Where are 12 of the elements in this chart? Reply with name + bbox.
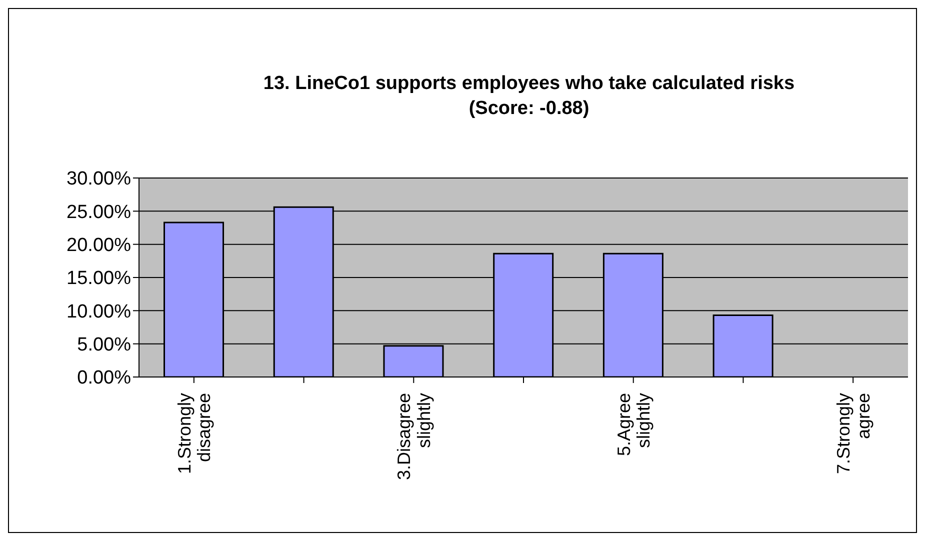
y-tick-label: 10.00% — [66, 301, 132, 322]
y-tick-label: 0.00% — [77, 368, 132, 389]
y-tick-label: 25.00% — [66, 202, 132, 223]
chart-title: 13. LineCo1 supports employees who take calculated risks (Score: -0.88) — [262, 72, 796, 121]
x-tick-label: 5.Agree slightly — [614, 393, 654, 456]
y-tick-label: 15.00% — [66, 268, 132, 290]
y-tick-label: 30.00% — [66, 168, 132, 190]
x-tick-label: 7.Strongly agree — [833, 393, 874, 474]
x-tick-label: 1.Strongly disagree — [174, 393, 214, 474]
y-tick-label: 5.00% — [77, 334, 132, 356]
y-tick-label: 20.00% — [66, 235, 132, 256]
x-tick-label: 3.Disagree slightly — [394, 393, 434, 480]
